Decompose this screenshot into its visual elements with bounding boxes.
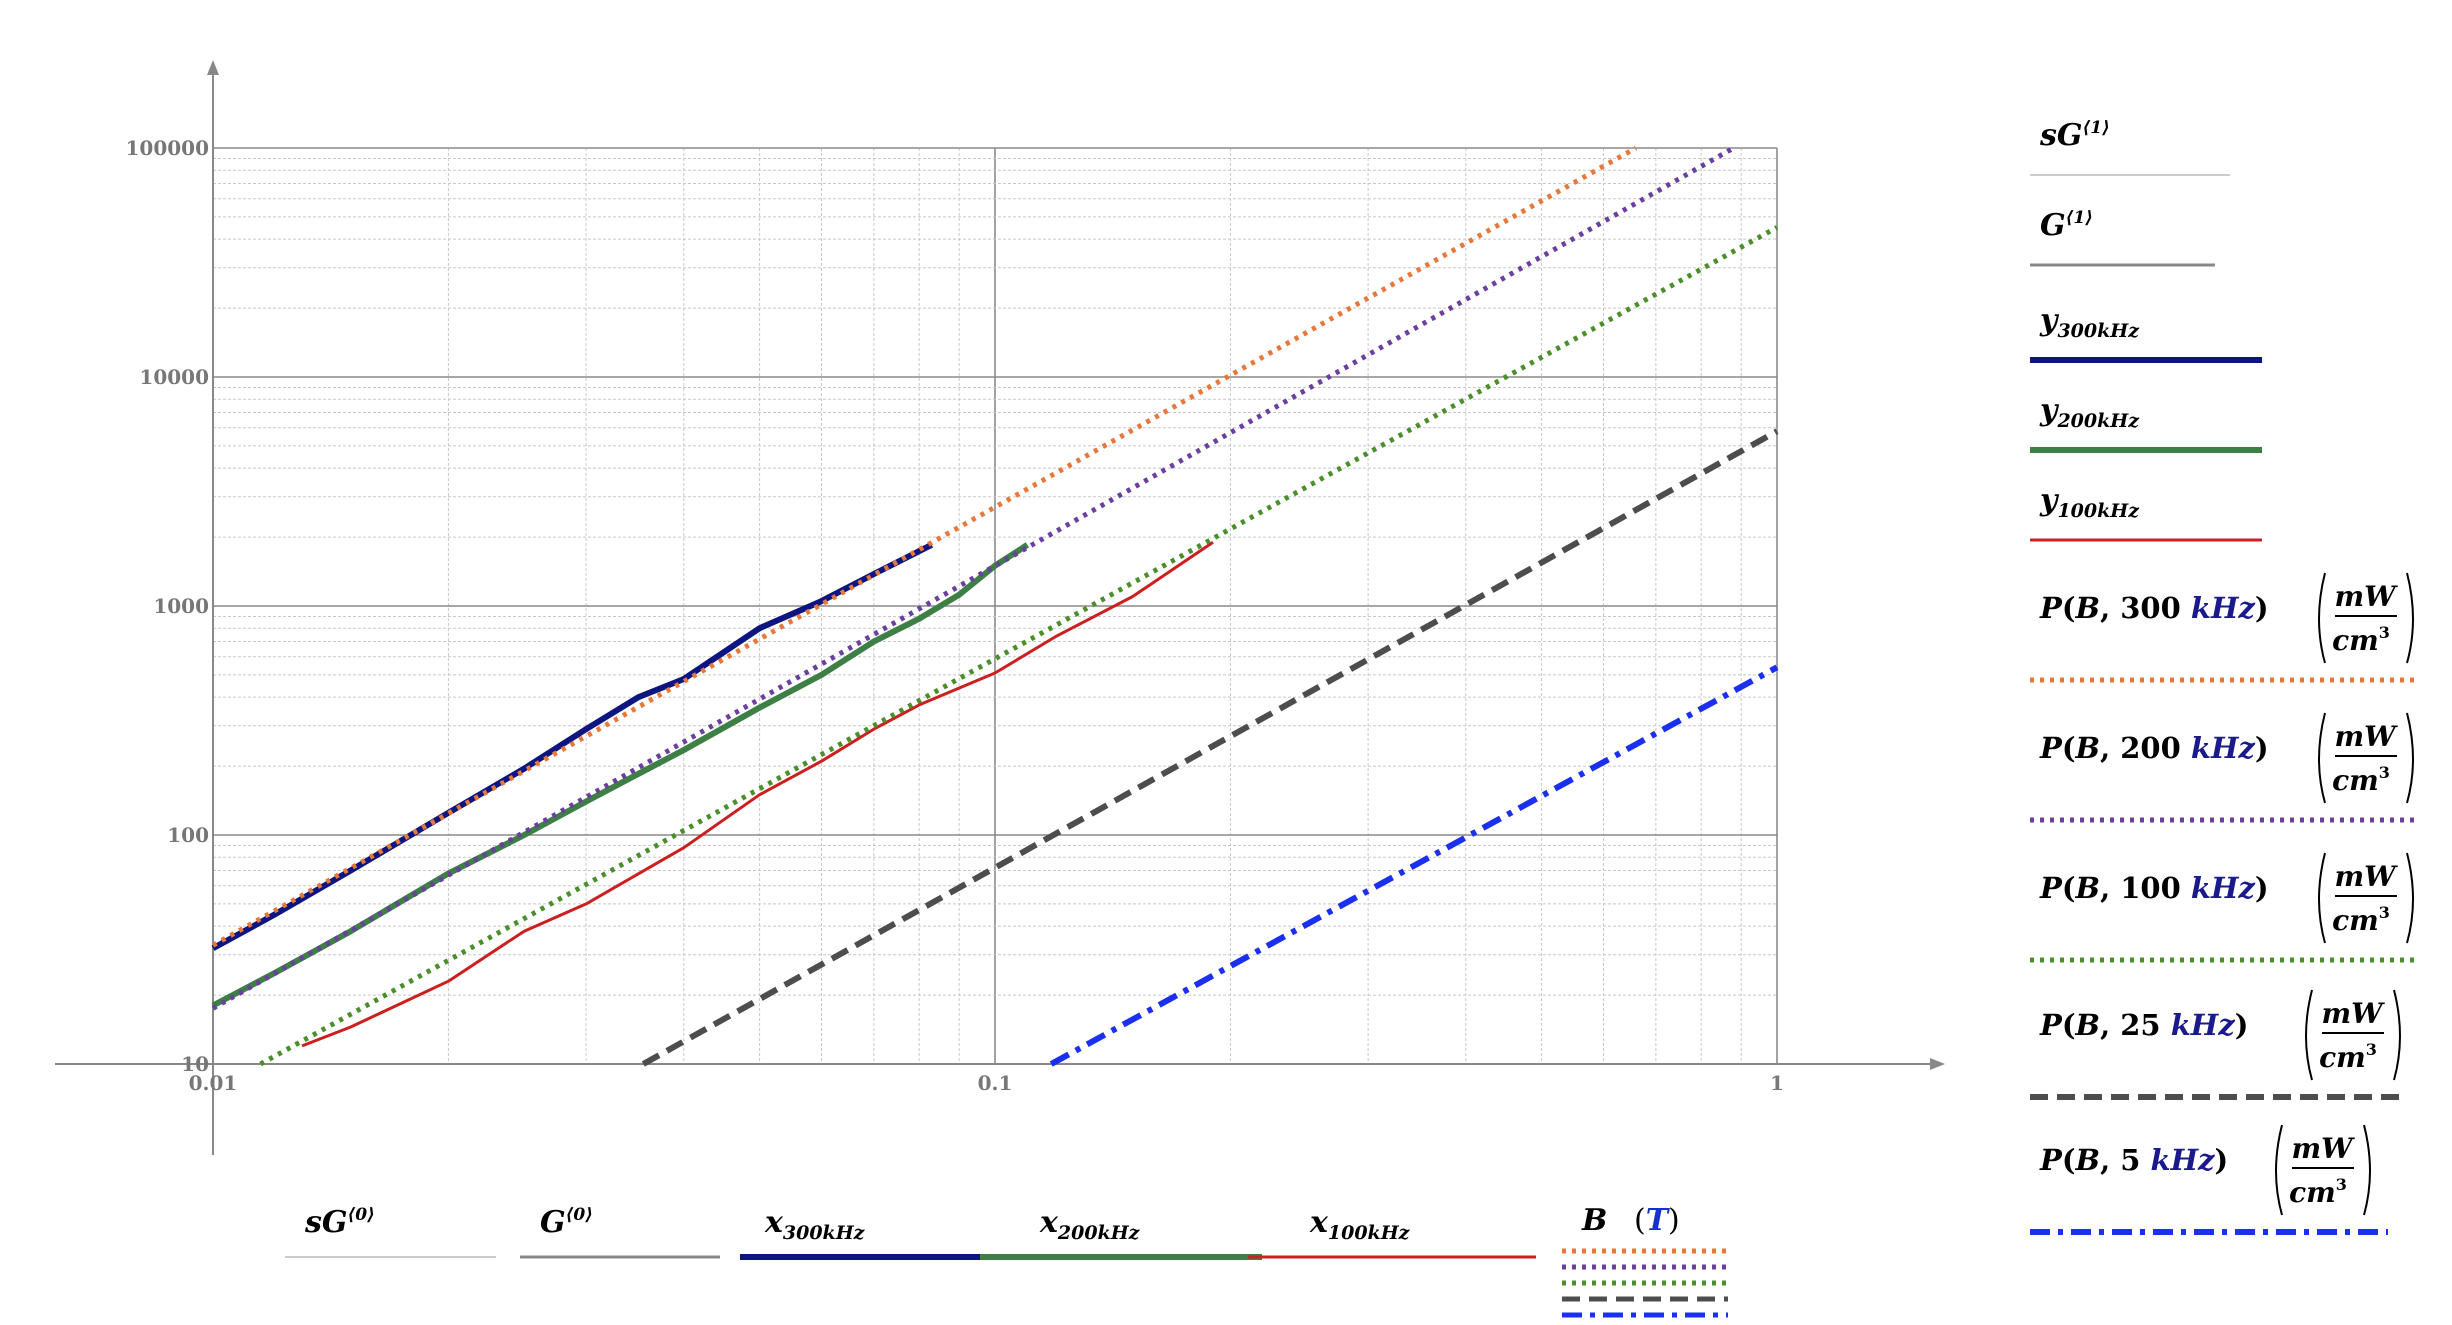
bracket-right <box>2393 989 2401 1081</box>
y-legend-4-label: y100kHz <box>2039 483 2140 522</box>
unit-denominator: cm3 <box>2289 1175 2347 1209</box>
bracket-left <box>2305 989 2313 1081</box>
x-tick-label: 1 <box>1770 1071 1784 1095</box>
y-tick-label: 10000 <box>139 365 209 389</box>
series <box>211 145 1779 1067</box>
axes <box>55 60 1945 1155</box>
function-label: P(B, 300 kHz) <box>2039 591 2269 625</box>
bracket-left <box>2318 852 2326 944</box>
bracket-right <box>2406 852 2414 944</box>
x-tick-label: 0.01 <box>189 1071 238 1095</box>
x-tick-label: 0.1 <box>978 1071 1013 1095</box>
bracket-left <box>2318 712 2326 804</box>
unit-numerator: mW <box>2334 720 2398 753</box>
y-tick-label: 100 <box>167 823 209 847</box>
unit-numerator: mW <box>2334 580 2398 613</box>
unit-denominator: cm3 <box>2332 763 2390 797</box>
x-legend-4-label: x100kHz <box>1309 1205 1411 1244</box>
series-y200khz <box>211 542 1030 1009</box>
x-legend-2-label: x300kHz <box>764 1205 866 1244</box>
tick-labels: 0.01 0.1 1 10 100 1000 10000 100000 <box>126 136 1784 1095</box>
y-legend-function-5khz: P(B, 5 kHz) mW cm3 <box>2030 1124 2388 1235</box>
y-tick-label: 100000 <box>126 136 210 160</box>
bracket-right <box>2406 712 2414 804</box>
x-legend: sG⟨0⟩ G⟨0⟩ x300kHz x200kHz x100kHz B (T) <box>285 1203 1728 1318</box>
unit-denominator: cm3 <box>2332 623 2390 657</box>
unit-denominator: cm3 <box>2332 903 2390 937</box>
unit-numerator: mW <box>2321 997 2385 1030</box>
x-legend-1-label: G⟨0⟩ <box>540 1205 593 1240</box>
unit-denominator: cm3 <box>2319 1040 2377 1074</box>
y-axis-arrow-icon <box>207 60 219 75</box>
y-legend-0-label: sG⟨1⟩ <box>2039 118 2110 153</box>
bracket-left <box>2318 572 2326 664</box>
y-legend-function-100khz: P(B, 100 kHz) mW cm3 <box>2030 852 2418 963</box>
x-axis-arrow-icon <box>1930 1058 1945 1070</box>
y-legend-function-25khz: P(B, 25 kHz) mW cm3 <box>2030 989 2401 1100</box>
grid <box>212 147 1778 1065</box>
y-legend-2-label: y300kHz <box>2039 303 2140 342</box>
function-label: P(B, 100 kHz) <box>2039 871 2269 905</box>
x-legend-0-label: sG⟨0⟩ <box>304 1205 375 1240</box>
x-axis-label: B <box>1581 1203 1607 1238</box>
bracket-right <box>2406 572 2414 664</box>
y-legend-function-200khz: P(B, 200 kHz) mW cm3 <box>2030 712 2418 823</box>
series-p-b-5khz- <box>1049 664 1779 1067</box>
function-label: P(B, 200 kHz) <box>2039 731 2269 765</box>
x-legend-3-label: x200kHz <box>1039 1205 1141 1244</box>
y-legend-1-label: G⟨1⟩ <box>2040 208 2093 243</box>
x-axis-unit: (T) <box>1634 1203 1680 1238</box>
unit-numerator: mW <box>2334 860 2398 893</box>
y-tick-label: 10 <box>181 1052 209 1076</box>
series-p-b-300khz- <box>211 145 1638 948</box>
y-legend-3-label: y200kHz <box>2039 393 2140 432</box>
bracket-right <box>2363 1124 2371 1216</box>
series-y100khz <box>301 540 1214 1048</box>
series-p-b-25khz- <box>641 428 1779 1067</box>
series-p-b-200khz- <box>211 145 1735 1011</box>
bracket-left <box>2275 1124 2283 1216</box>
y-tick-label: 1000 <box>153 594 209 618</box>
y-legend: sG⟨1⟩ G⟨1⟩ y300kHz y200kHz y100kHz P(B, 300 k… <box>2030 118 2418 1235</box>
y-legend-function-300khz: P(B, 300 kHz) mW cm3 <box>2030 572 2418 683</box>
unit-numerator: mW <box>2291 1132 2355 1165</box>
series-p-b-100khz- <box>259 225 1779 1067</box>
function-label: P(B, 5 kHz) <box>2039 1143 2228 1177</box>
function-label: P(B, 25 kHz) <box>2039 1008 2248 1042</box>
